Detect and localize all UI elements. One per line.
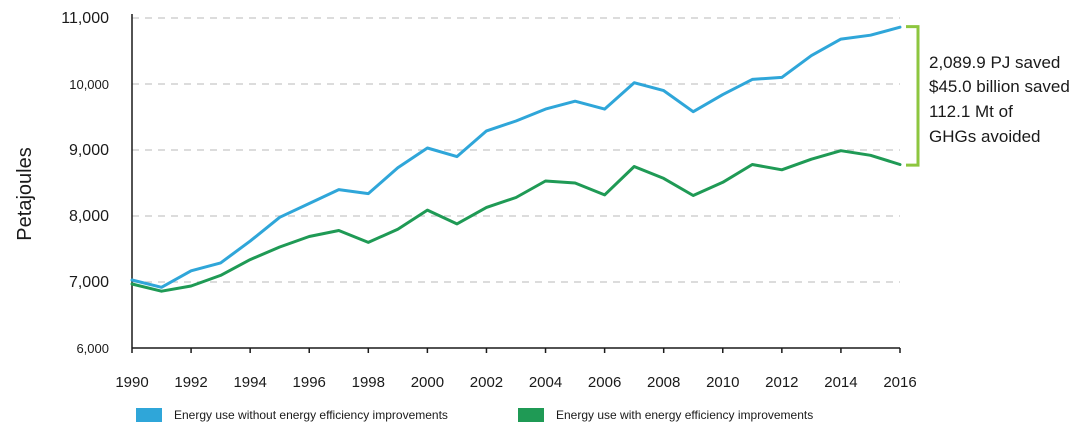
annotation-line-pj: 2,089.9 PJ saved: [929, 53, 1060, 72]
y-tick-label-10000: 10,000: [69, 77, 109, 92]
y-tick-label-7000: 7,000: [69, 274, 109, 291]
legend-swatch-without: [136, 408, 162, 422]
x-tick-label-1996: 1996: [293, 374, 326, 391]
legend-label-with: Energy use with energy efficiency improv…: [556, 408, 813, 422]
x-tick-label-2004: 2004: [529, 374, 562, 391]
annotation-line-mt: 112.1 Mt of: [929, 102, 1013, 121]
series-line-without: [130, 25, 902, 289]
x-tick-label-2008: 2008: [647, 374, 680, 391]
savings-annotation: 2,089.9 PJ saved $45.0 billion saved 112…: [906, 25, 1070, 167]
y-tick-label-9000: 9,000: [69, 142, 109, 159]
annotation-line-dollars: $45.0 billion saved: [929, 77, 1070, 96]
x-tick-label-1998: 1998: [352, 374, 385, 391]
y-tick-label-6000: 6,000: [76, 341, 109, 356]
y-axis-title: Petajoules: [14, 147, 36, 240]
gridlines: [132, 17, 900, 283]
legend: Energy use without energy efficiency imp…: [136, 408, 813, 422]
series-line-with: [130, 149, 902, 293]
x-tick-label-2002: 2002: [470, 374, 503, 391]
series-lines: [130, 25, 902, 293]
y-tick-labels: 6,000 7,000 8,000 9,000 10,000 11,000: [61, 10, 109, 356]
x-tick-labels: 1990 1992 1994 1996 1998 2000 2002 2004 2006 2008…: [115, 348, 917, 391]
y-tick-label-8000: 8,000: [69, 208, 109, 225]
savings-bracket: [906, 25, 920, 167]
x-tick-label-2000: 2000: [411, 374, 444, 391]
axes: [131, 14, 900, 349]
annotation-line-ghg: GHGs avoided: [929, 127, 1041, 146]
x-tick-label-2016: 2016: [883, 374, 916, 391]
legend-label-without: Energy use without energy efficiency imp…: [174, 408, 448, 422]
x-tick-label-1992: 1992: [174, 374, 207, 391]
x-tick-label-2012: 2012: [765, 374, 798, 391]
x-tick-label-1990: 1990: [115, 374, 148, 391]
y-tick-label-11000: 11,000: [61, 10, 109, 27]
x-tick-label-2006: 2006: [588, 374, 621, 391]
x-tick-label-2014: 2014: [824, 374, 857, 391]
x-tick-label-1994: 1994: [233, 374, 266, 391]
x-tick-label-2010: 2010: [706, 374, 739, 391]
legend-swatch-with: [518, 408, 544, 422]
